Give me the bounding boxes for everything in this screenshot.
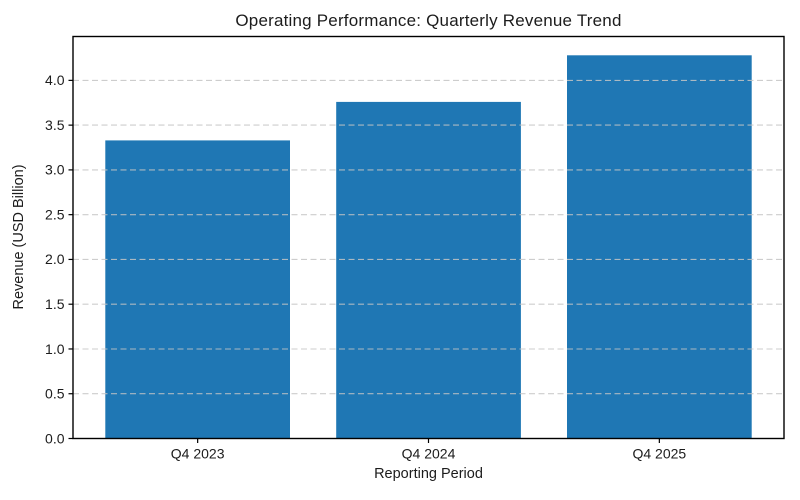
y-tick-label: 2.5 [45, 206, 65, 222]
bar [105, 140, 290, 439]
y-tick-label: 0.0 [45, 430, 65, 446]
x-tick-label: Q4 2023 [171, 446, 225, 462]
y-tick-label: 2.0 [45, 251, 65, 267]
x-tick-label: Q4 2025 [632, 446, 686, 462]
x-axis-label: Reporting Period [374, 466, 483, 482]
chart-title: Operating Performance: Quarterly Revenue… [235, 11, 622, 30]
y-tick-label: 3.5 [45, 117, 65, 133]
y-tick-label: 1.5 [45, 296, 65, 312]
bar [336, 101, 521, 439]
y-tick-label: 0.5 [45, 386, 65, 402]
y-tick-label: 1.0 [45, 341, 65, 357]
y-tick-label: 3.0 [45, 162, 65, 178]
x-axis-ticks: Q4 2023 Q4 2024 Q4 2025 [171, 438, 686, 462]
y-tick-label: 4.0 [45, 72, 65, 88]
y-axis-ticks: 0.0 0.5 1.0 1.5 2.0 2.5 3.0 3.5 4.0 [45, 72, 73, 446]
gridlines-group [73, 79, 784, 395]
x-tick-label: Q4 2024 [402, 446, 456, 462]
bars-group [105, 55, 752, 439]
bar [567, 55, 752, 439]
y-axis-label: Revenue (USD Billion) [11, 164, 27, 310]
